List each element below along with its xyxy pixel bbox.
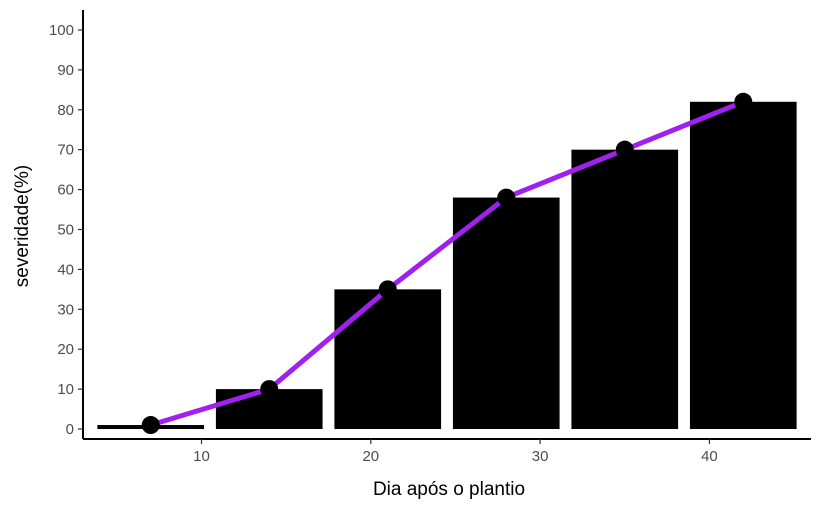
x-axis-title: Dia após o plantio	[373, 479, 525, 500]
x-tick-label-3: 40	[701, 448, 718, 465]
data-point-2	[378, 280, 397, 299]
data-point-3	[497, 188, 516, 207]
data-point-0	[141, 416, 160, 435]
y-tick-label-3: 30	[57, 301, 74, 318]
bars-layer	[97, 101, 797, 430]
x-tick-label-2: 30	[532, 448, 549, 465]
series-line	[148, 99, 746, 428]
y-tick-label-7: 70	[57, 142, 74, 159]
y-tick-label-10: 100	[49, 22, 74, 39]
y-tick-label-8: 80	[57, 102, 74, 119]
y-tick-label-0: 0	[66, 421, 74, 438]
x-tick-label-0: 10	[193, 448, 210, 465]
y-tick-label-2: 20	[57, 341, 74, 358]
bar-4	[571, 149, 679, 430]
bar-3	[452, 197, 560, 430]
y-tick-label-9: 90	[57, 62, 74, 79]
bar-5	[689, 101, 797, 430]
bar-2	[334, 289, 442, 430]
x-tick-label-1: 20	[362, 448, 379, 465]
data-point-4	[615, 140, 634, 159]
data-point-5	[734, 92, 753, 111]
data-point-1	[260, 380, 279, 399]
y-tick-label-4: 40	[57, 261, 74, 278]
y-tick-label-5: 50	[57, 221, 74, 238]
y-tick-label-6: 60	[57, 182, 74, 199]
y-tick-label-1: 10	[57, 381, 74, 398]
axes-layer: 0 10 20 30 40 50 60 70 80 90 100 10 20 30 40	[49, 10, 811, 465]
y-axis-title: severidade(%)	[12, 165, 33, 288]
line-layer	[141, 92, 753, 435]
